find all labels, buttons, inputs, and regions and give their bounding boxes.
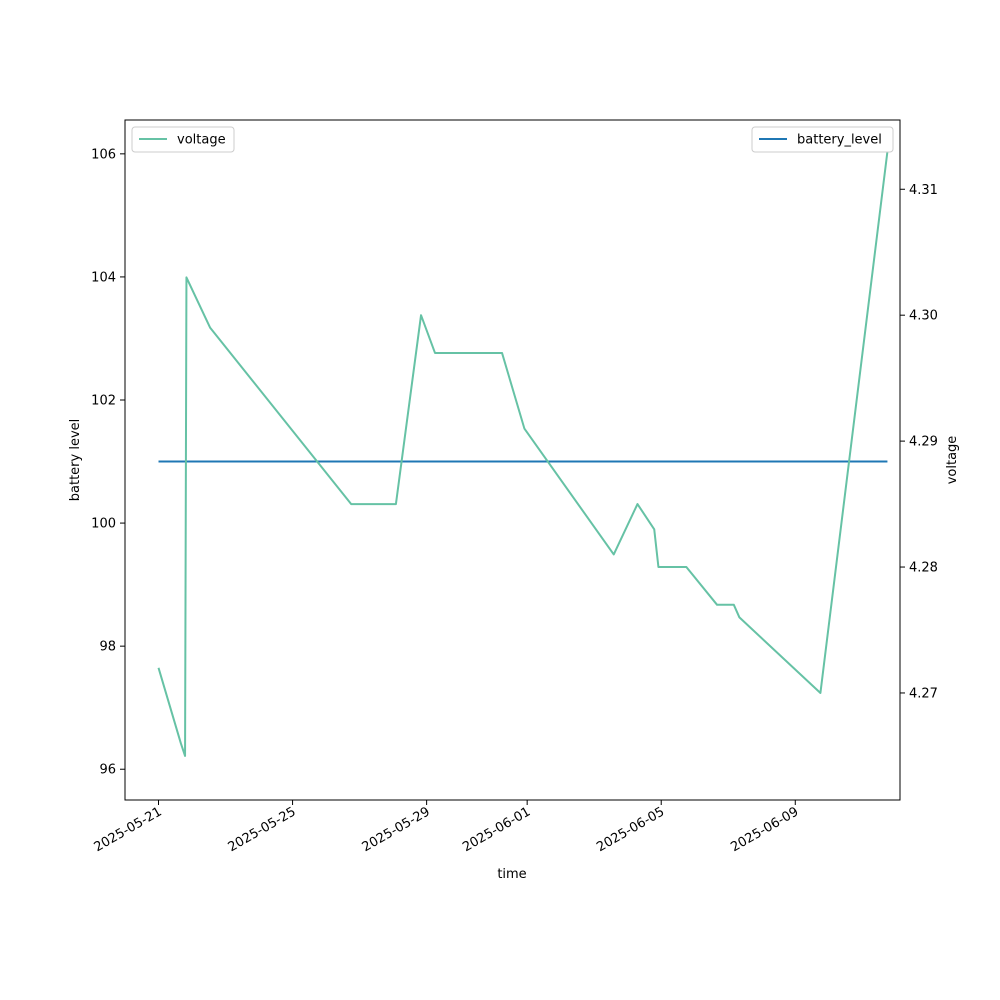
y-axis-right-label: voltage (945, 436, 960, 485)
y-right-tick-label: 4.29 (909, 435, 938, 450)
y-left-tick-label: 96 (99, 763, 116, 778)
y-left-tick-label: 104 (91, 270, 116, 285)
legend-battery-level-box (751, 126, 894, 153)
x-tick-label: 2025-06-05 (594, 804, 667, 855)
x-tick-label: 2025-05-25 (226, 804, 299, 855)
legend-battery-level: battery_level (751, 126, 894, 153)
y-left-tick-label: 106 (91, 147, 116, 162)
legend-voltage-label: voltage (177, 133, 226, 148)
y-left-tick-label: 98 (99, 640, 116, 655)
legend-voltage-box (131, 126, 235, 153)
y-right-tick-label: 4.27 (909, 686, 938, 701)
legend-voltage: voltage (131, 126, 235, 153)
legend-battery-level-label: battery_level (797, 133, 882, 148)
x-axis: 2025-05-21 2025-05-25 2025-05-29 2025-06-01… (92, 800, 801, 855)
plot-frame (124, 119, 901, 801)
x-tick-label: 2025-06-01 (460, 804, 533, 855)
series-line-voltage (157, 151, 889, 757)
plot-lines (157, 151, 889, 757)
y-axis-right: 4.27 4.28 4.29 4.30 4.31 (900, 183, 938, 701)
x-tick-label: 2025-05-21 (92, 804, 165, 855)
y-right-tick-label: 4.28 (909, 561, 938, 576)
x-axis-label: time (497, 867, 526, 882)
y-right-tick-label: 4.30 (909, 309, 938, 324)
y-axis-left: 96 98 100 102 104 106 (91, 147, 125, 778)
x-tick-label: 2025-05-29 (360, 804, 433, 855)
y-left-tick-label: 100 (91, 517, 116, 532)
y-right-tick-label: 4.31 (909, 183, 938, 198)
x-tick-label: 2025-06-09 (728, 804, 801, 855)
y-left-tick-label: 102 (91, 394, 116, 409)
y-axis-left-label: battery level (68, 419, 83, 502)
